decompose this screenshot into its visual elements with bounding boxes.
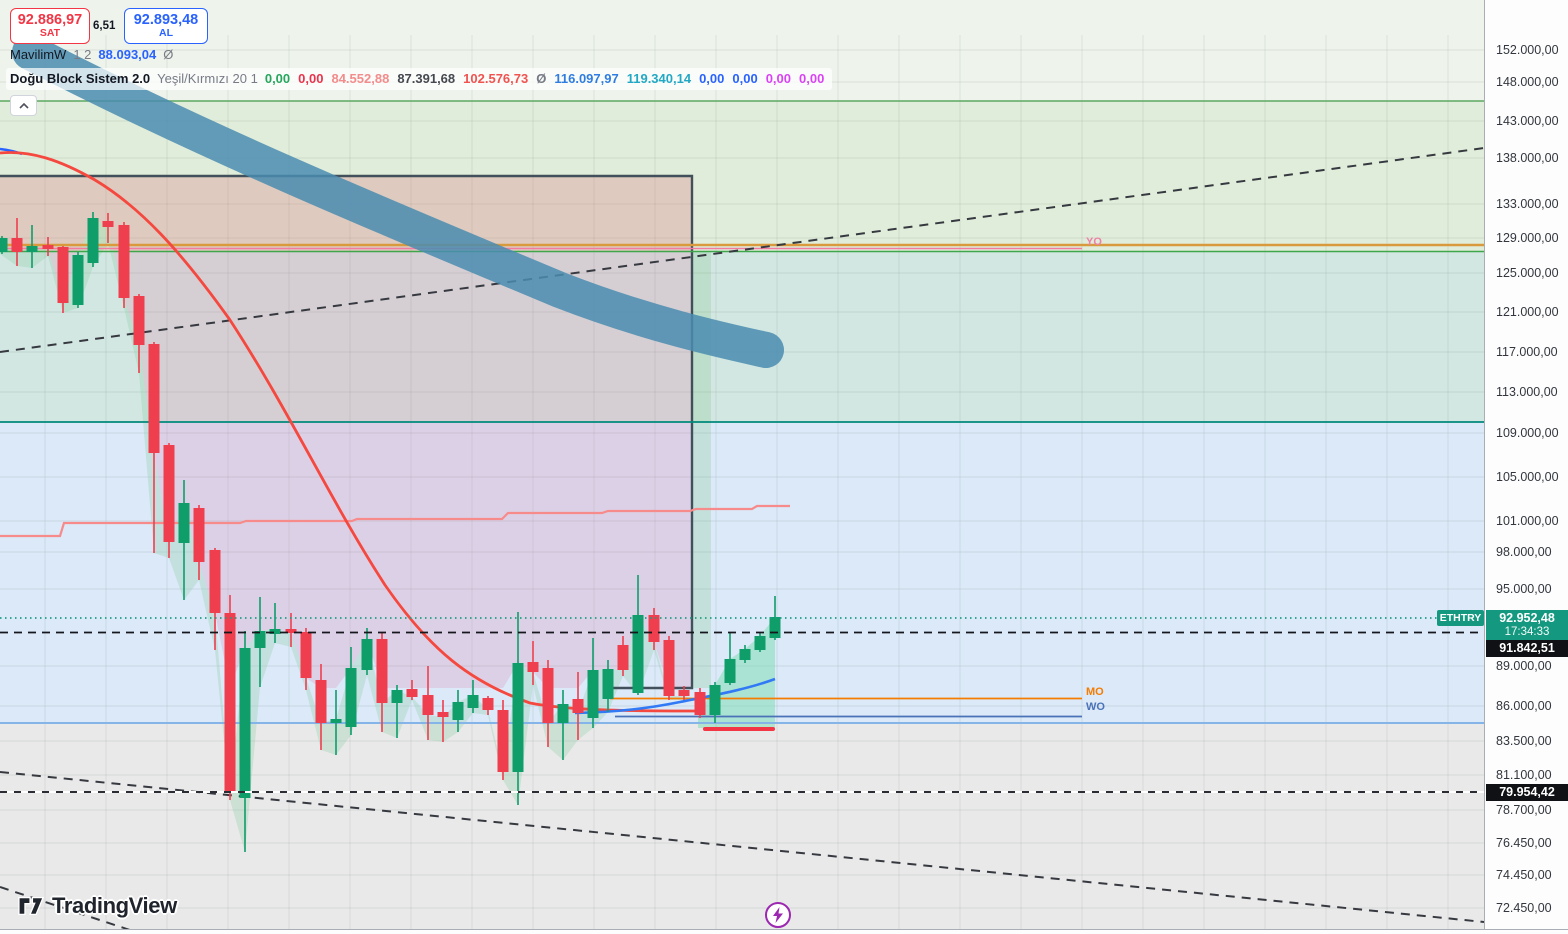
buy-button[interactable]: 92.893,48 AL — [124, 8, 208, 44]
symbol-price-flag: ETHTRY — [1437, 610, 1484, 626]
sell-label: SAT — [39, 27, 61, 40]
mavilim-value: 88.093,04 — [98, 47, 157, 62]
price-tick: 152.000,00 — [1496, 43, 1559, 57]
buy-label: AL — [159, 27, 173, 40]
zone-green — [0, 101, 1484, 251]
price-tick: 138.000,00 — [1496, 151, 1559, 165]
dogu-values: 0,00 0,00 84.552,88 87.391,68 102.576,73 Ø 116… — [265, 71, 824, 86]
price-tick: 89.000,00 — [1496, 659, 1552, 673]
wo-label: WO — [1086, 701, 1105, 713]
price-tick: 129.000,00 — [1496, 231, 1559, 245]
dogu-value: 116.097,97 — [554, 71, 619, 86]
support-level-dashed-line[interactable] — [0, 791, 1484, 793]
dogu-value: 0,00 — [765, 71, 792, 86]
dogu-value: 0,00 — [732, 71, 758, 86]
mavilim-title: MavilimW — [10, 47, 67, 62]
mavilim-suffix: Ø — [163, 47, 174, 62]
price-tick: 101.000,00 — [1496, 514, 1559, 528]
collapse-legend-button[interactable] — [10, 95, 37, 116]
lightning-button[interactable] — [765, 902, 791, 928]
dogu-params: Yeşil/Kırmızı 20 1 — [157, 71, 258, 86]
price-tick: 83.500,00 — [1496, 734, 1552, 748]
price-tick: 105.000,00 — [1496, 470, 1559, 484]
legend-mavilim[interactable]: MavilimW 1 2 88.093,04 Ø — [10, 47, 173, 62]
price-tick: 143.000,00 — [1496, 114, 1559, 128]
spread-value: 6,51 — [93, 20, 116, 32]
dogu-value: 0,00 — [799, 71, 825, 86]
dogu-value: 102.576,73 — [463, 71, 529, 86]
lightning-icon — [773, 907, 783, 923]
yo-label: YO — [1086, 236, 1102, 248]
buy-price: 92.893,48 — [133, 11, 199, 28]
price-axis[interactable]: 92.952,48 17:34:33 91.842,51 79.954,42 1… — [1484, 0, 1568, 929]
price-tick: 98.000,00 — [1496, 545, 1552, 559]
dogu-value: 119.340,14 — [626, 71, 692, 86]
dogu-value: 84.552,88 — [331, 71, 390, 86]
price-tick: 81.100,00 — [1496, 768, 1552, 782]
current-price-time: 17:34:33 — [1504, 626, 1550, 638]
mavilim-params: 1 2 — [73, 47, 92, 62]
price-tick: 125.000,00 — [1496, 266, 1559, 280]
zone-blue — [0, 422, 1484, 723]
dogu-value: 87.391,68 — [397, 71, 456, 86]
price-tick: 133.000,00 — [1496, 197, 1559, 211]
price-tick: 113.000,00 — [1496, 385, 1558, 399]
zone-teal — [0, 251, 1484, 422]
zone-gray — [0, 723, 1484, 934]
legend-dogu-block[interactable]: Doğu Block Sistem 2.0 Yeşil/Kırmızı 20 1… — [6, 68, 833, 90]
sell-price: 92.886,97 — [17, 11, 83, 28]
dogu-value: 0,00 — [298, 71, 324, 86]
dogu-value: Ø — [536, 71, 547, 86]
current-price-badge: 92.952,48 17:34:33 — [1486, 610, 1568, 640]
price-tick: 121.000,00 — [1496, 305, 1559, 319]
price-tick: 109.000,00 — [1496, 426, 1559, 440]
dogu-value: 0,00 — [264, 71, 291, 86]
support-level-badge: 79.954,42 — [1486, 784, 1568, 801]
price-tick: 78.700,00 — [1496, 803, 1552, 817]
current-price-value: 92.952,48 — [1499, 611, 1555, 625]
dogu-value: 0,00 — [699, 71, 725, 86]
price-tick: 76.450,00 — [1496, 836, 1552, 850]
tradingview-logo[interactable]: TradingView — [18, 893, 177, 919]
price-tick: 74.450,00 — [1496, 868, 1552, 882]
time-axis[interactable] — [0, 929, 1568, 934]
tradingview-logo-text: TradingView — [52, 893, 177, 918]
tradingview-logo-icon — [18, 896, 44, 916]
price-tick: 148.000,00 — [1496, 75, 1559, 89]
sell-button[interactable]: 92.886,97 SAT — [10, 8, 90, 44]
price-tick: 117.000,00 — [1496, 345, 1558, 359]
mo-label: MO — [1086, 686, 1104, 698]
price-tick: 86.000,00 — [1496, 699, 1552, 713]
price-tick: 72.450,00 — [1496, 901, 1552, 915]
previous-close-badge: 91.842,51 — [1486, 640, 1568, 657]
dogu-title: Doğu Block Sistem 2.0 — [10, 71, 151, 86]
chevron-up-icon — [18, 102, 29, 109]
price-tick: 95.000,00 — [1496, 582, 1552, 596]
